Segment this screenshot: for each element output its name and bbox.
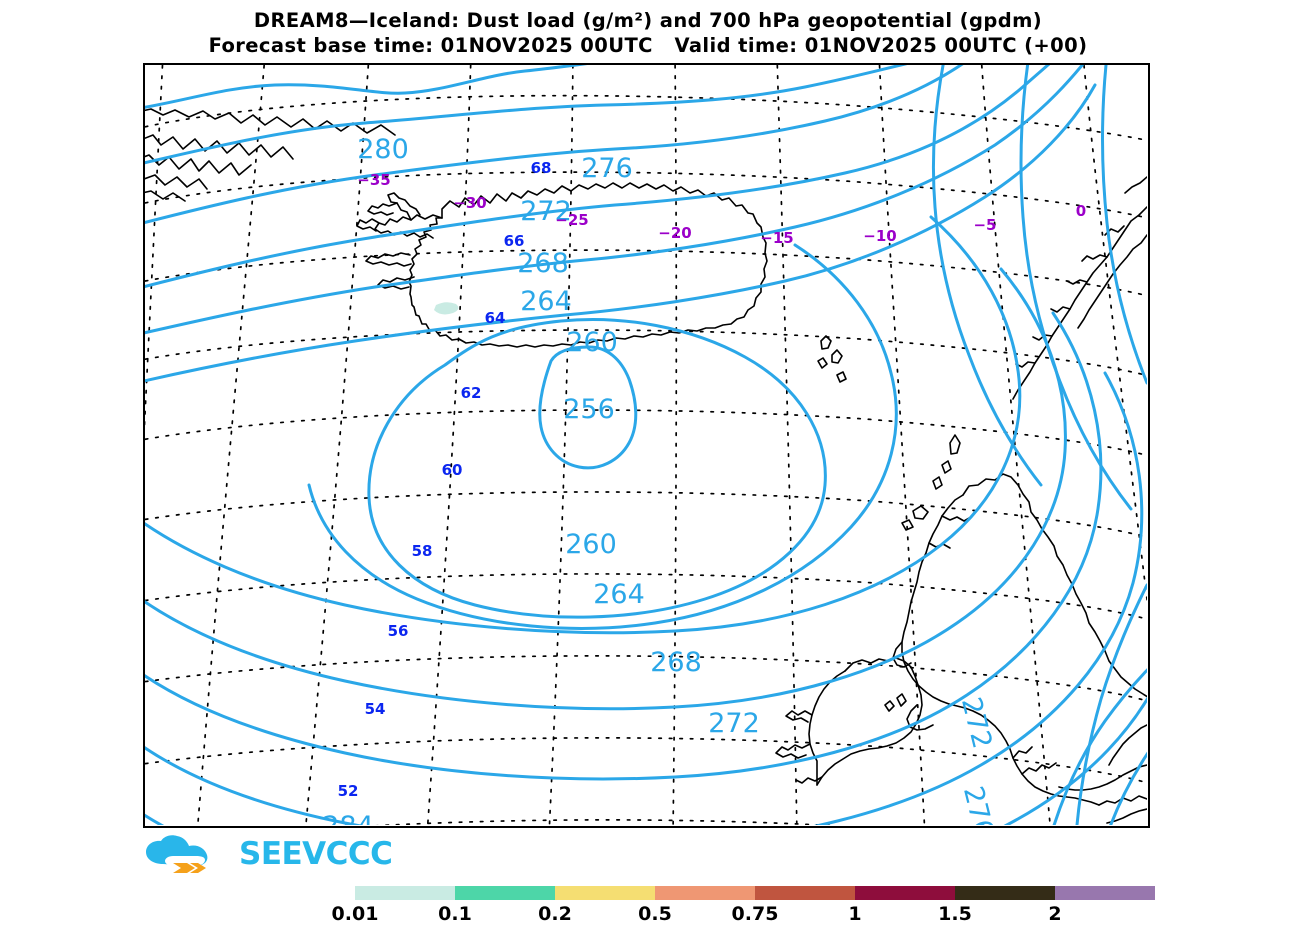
svg-text:260: 260 <box>565 529 617 560</box>
svg-text:284: 284 <box>322 811 374 825</box>
title-line-1: DREAM8—Iceland: Dust load (g/m²) and 700… <box>253 9 1043 32</box>
svg-text:−20: −20 <box>658 224 691 242</box>
colorbar-tick-label: 0.5 <box>638 903 672 925</box>
coastline-faroe <box>817 335 847 383</box>
svg-text:66: 66 <box>504 232 525 250</box>
colorbar-segment <box>755 886 855 900</box>
svg-text:272: 272 <box>708 708 760 739</box>
colorbar-segment <box>655 886 755 900</box>
colorbar-segment <box>355 886 455 900</box>
colorbar-segment <box>555 886 655 900</box>
colorbar: 0.01 0.1 0.2 0.5 0.75 1 1.5 2 <box>255 886 1155 925</box>
svg-text:268: 268 <box>517 248 569 279</box>
svg-text:−15: −15 <box>760 229 793 247</box>
colorbar-tick-label: 0.1 <box>438 903 472 925</box>
cloud-icon <box>146 835 208 873</box>
svg-text:280: 280 <box>357 134 409 165</box>
svg-text:276: 276 <box>581 153 633 184</box>
map-frame[interactable]: 280 276 272 268 264 260 256 260 264 268 … <box>143 63 1150 828</box>
svg-text:0: 0 <box>1076 202 1086 220</box>
map-canvas: 280 276 272 268 264 260 256 260 264 268 … <box>145 65 1147 825</box>
contour-labels: 280 276 272 268 264 260 256 260 264 268 … <box>322 134 1000 825</box>
colorbar-tick-label: 0.01 <box>331 903 379 925</box>
svg-text:−10: −10 <box>863 227 896 245</box>
colorbar-segment <box>255 886 355 900</box>
logo-text: SEEVCCC <box>239 835 393 872</box>
svg-text:54: 54 <box>365 700 386 718</box>
svg-text:58: 58 <box>412 542 433 560</box>
svg-text:−35: −35 <box>357 171 390 189</box>
page-title: DREAM8—Iceland: Dust load (g/m²) and 700… <box>0 8 1296 58</box>
dust-load-shading <box>434 302 459 315</box>
svg-text:52: 52 <box>338 782 359 800</box>
svg-text:276: 276 <box>957 783 1000 825</box>
colorbar-tick-label: 1.5 <box>938 903 972 925</box>
colorbar-tick-label: 2 <box>1048 903 1062 925</box>
colorbar-segment <box>855 886 955 900</box>
svg-text:272: 272 <box>955 694 998 752</box>
svg-text:264: 264 <box>593 579 645 610</box>
svg-text:−25: −25 <box>555 211 588 229</box>
colorbar-tick-label: 0.2 <box>538 903 572 925</box>
colorbar-swatches <box>255 886 1155 900</box>
latitude-gridlines <box>145 94 1147 825</box>
svg-text:−30: −30 <box>453 194 486 212</box>
colorbar-tick-label: 1 <box>848 903 862 925</box>
colorbar-segment <box>455 886 555 900</box>
coastline-norway <box>1012 176 1147 400</box>
svg-text:68: 68 <box>531 159 552 177</box>
coastline-iceland <box>356 182 768 348</box>
svg-text:62: 62 <box>461 384 482 402</box>
colorbar-segment <box>1055 886 1155 900</box>
longitude-gridlines <box>145 65 1147 825</box>
svg-text:64: 64 <box>485 309 506 327</box>
svg-text:256: 256 <box>563 394 615 425</box>
svg-text:268: 268 <box>650 647 702 678</box>
svg-text:264: 264 <box>520 286 572 317</box>
coastline-shetland <box>901 434 961 531</box>
colorbar-segment <box>955 886 1055 900</box>
seevccc-logo[interactable]: SEEVCCC <box>143 833 393 875</box>
svg-text:272: 272 <box>520 196 572 227</box>
longitude-labels: −35 −30 −25 −20 −15 −10 −5 0 5 <box>357 171 1086 247</box>
svg-text:260: 260 <box>566 327 618 358</box>
latitude-labels: 68 66 64 62 60 58 56 54 52 50 <box>338 159 552 800</box>
svg-text:56: 56 <box>388 622 409 640</box>
title-line-2: Forecast base time: 01NOV2025 00UTC Vali… <box>208 34 1088 57</box>
colorbar-tick-label: 0.75 <box>731 903 779 925</box>
svg-text:−5: −5 <box>973 216 996 234</box>
geopotential-contours <box>145 65 1147 825</box>
colorbar-tick-labels: 0.01 0.1 0.2 0.5 0.75 1 1.5 2 <box>255 903 1155 925</box>
svg-text:60: 60 <box>442 461 463 479</box>
coastlines <box>145 108 1147 824</box>
